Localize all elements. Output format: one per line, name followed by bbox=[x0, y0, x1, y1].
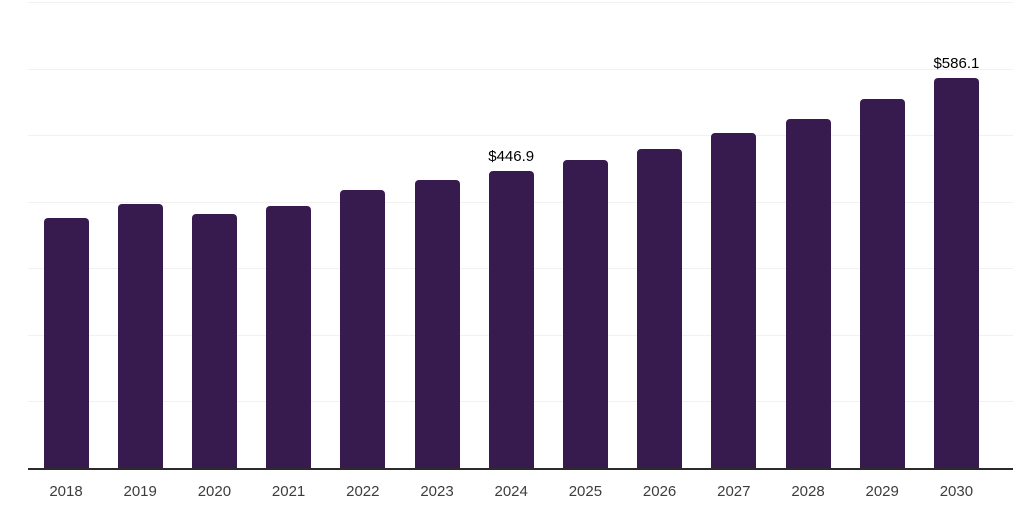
bar-2025[interactable] bbox=[562, 160, 608, 468]
bar-2018[interactable] bbox=[43, 218, 89, 468]
x-tick-2024: 2024 bbox=[494, 483, 528, 500]
x-tick-2020: 2020 bbox=[197, 483, 232, 500]
x-tick-2028: 2028 bbox=[791, 483, 825, 500]
x-tick-2019: 2019 bbox=[123, 483, 157, 500]
plot-area: $446.9 $586.1 bbox=[28, 2, 1013, 470]
data-label-2024: $446.9 bbox=[488, 147, 535, 165]
bar-2022[interactable] bbox=[340, 189, 386, 468]
bar-2021[interactable] bbox=[266, 206, 312, 468]
bar-2027[interactable] bbox=[711, 133, 757, 468]
gridline-500 bbox=[28, 135, 1013, 137]
x-tick-2030: 2030 bbox=[939, 483, 974, 500]
bar-2020[interactable] bbox=[191, 213, 237, 468]
x-tick-2021: 2021 bbox=[271, 483, 306, 500]
data-label-2030: $586.1 bbox=[933, 54, 980, 72]
bar-2026[interactable] bbox=[637, 149, 683, 468]
bar-2028[interactable] bbox=[785, 118, 831, 468]
bar-2024[interactable] bbox=[488, 170, 534, 468]
bar-2029[interactable] bbox=[859, 99, 905, 468]
gridline-700 bbox=[28, 2, 1013, 3]
gridline-600 bbox=[28, 68, 1013, 70]
bar-2019[interactable] bbox=[117, 203, 163, 468]
x-tick-2023: 2023 bbox=[420, 483, 454, 500]
x-tick-2018: 2018 bbox=[49, 483, 83, 500]
x-tick-2027: 2027 bbox=[717, 483, 751, 500]
x-tick-2026: 2026 bbox=[642, 483, 677, 500]
bar-2030[interactable] bbox=[933, 77, 979, 468]
x-tick-2029: 2029 bbox=[865, 483, 899, 500]
bar-2023[interactable] bbox=[414, 180, 460, 468]
x-tick-2022: 2022 bbox=[346, 483, 380, 500]
x-tick-2025: 2025 bbox=[568, 483, 603, 500]
